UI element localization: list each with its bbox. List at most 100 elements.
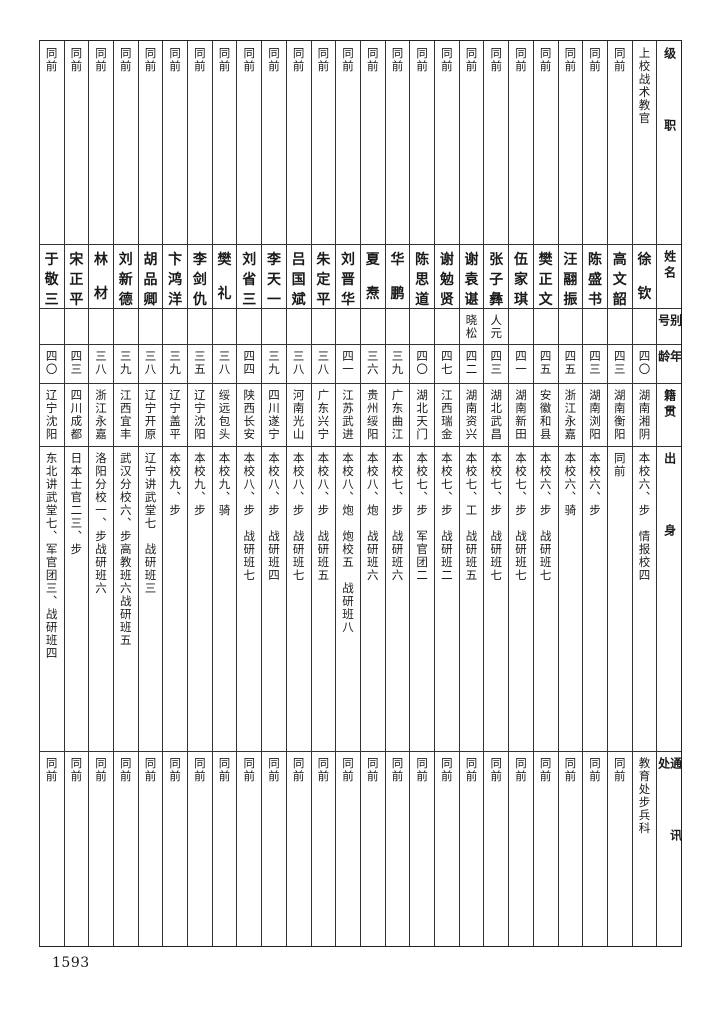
rank-text: 同前 xyxy=(563,47,578,73)
age-cell: 四三 xyxy=(65,350,89,381)
native-text: 辽宁开原 xyxy=(143,389,158,441)
age-text: 四一 xyxy=(341,350,356,376)
contact-text: 同前 xyxy=(143,757,158,783)
origin-text: 日本士官二三、步 xyxy=(69,452,84,556)
native-cell: 四川成都 xyxy=(65,389,89,444)
contact-cell: 同前 xyxy=(139,757,163,944)
native-cell: 河南光山 xyxy=(287,389,311,444)
contact-text: 同前 xyxy=(168,757,183,783)
origin-text: 本校七、步 战研班七 xyxy=(489,452,504,582)
origin-text: 本校九、步 xyxy=(192,452,207,517)
origin-cell: 本校九、步 xyxy=(163,452,187,749)
native-cell: 湖南新田 xyxy=(509,389,533,444)
contact-text: 同前 xyxy=(464,757,479,783)
native-cell: 湖南湘阴 xyxy=(633,389,657,444)
age-text: 四〇 xyxy=(415,350,430,376)
contact-cell: 同前 xyxy=(163,757,187,944)
rank-cell: 同前 xyxy=(287,47,311,242)
rank-cell: 同前 xyxy=(65,47,89,242)
contact-text: 通讯处 xyxy=(656,757,683,901)
name-cell: 夏焘 xyxy=(365,252,380,302)
name-cell: 樊正文 xyxy=(538,252,553,308)
origin-cell: 本校八、炮 战研班六 xyxy=(361,452,385,749)
rank-cell: 同前 xyxy=(460,47,484,242)
rank-text: 同前 xyxy=(291,47,306,73)
age-text: 四三 xyxy=(489,350,504,376)
rank-cell: 同前 xyxy=(534,47,558,242)
origin-cell: 本校七、步 战研班七 xyxy=(484,452,508,749)
native-text: 湖北天门 xyxy=(415,389,430,441)
rank-cell: 同前 xyxy=(559,47,583,242)
origin-cell: 本校七、步 战研班七 xyxy=(509,452,533,749)
contact-cell: 同前 xyxy=(114,757,138,944)
table-row: 同前刘省三四四 陕西长安 本校八、步 战研班七 同前 xyxy=(236,41,261,946)
rank-text: 同前 xyxy=(143,47,158,73)
rank-text: 同前 xyxy=(489,47,504,73)
origin-text: 本校八、步 战研班五 xyxy=(316,452,331,582)
rank-text: 上校战术教官 xyxy=(637,47,652,125)
origin-text: 本校八、步 战研班七 xyxy=(242,452,257,582)
origin-text: 辽宁讲武堂七 战研班三 xyxy=(143,452,158,595)
origin-cell: 同前 xyxy=(608,452,632,749)
rank-cell: 级职 xyxy=(657,47,682,242)
native-text: 湖南浏阳 xyxy=(588,389,603,441)
name-cell: 林材 xyxy=(94,252,109,302)
age-text: 三八 xyxy=(217,350,232,376)
table-row: 上校战术教官徐钦四〇 湖南湘阴 本校六、步 情报校四 教育处步兵科 xyxy=(631,41,657,946)
alias-text: 晓松 xyxy=(464,314,479,340)
table-row: 同前刘晋华四一 江苏武进 本校八、炮 炮校五 战研班八 同前 xyxy=(335,41,360,946)
age-text: 三九 xyxy=(168,350,183,376)
alias-cell: 晓松 xyxy=(460,314,484,342)
contact-text: 同前 xyxy=(94,757,109,783)
name-cell: 徐钦 xyxy=(637,252,652,302)
name-cell: 姓名 xyxy=(657,250,682,306)
table-row: 同前高文韶四三 湖南衡阳 同前 同前 xyxy=(606,41,632,946)
contact-cell: 同前 xyxy=(89,757,113,944)
personnel-table: 级职 姓名 别号 年龄 籍贯 出身 通讯处 上校战术教官徐钦四〇 湖南湘阴 本校六、步 情报校四教… xyxy=(38,40,683,947)
name-cell: 陈盛书 xyxy=(588,252,603,308)
rank-text: 同前 xyxy=(118,47,133,73)
contact-text: 同前 xyxy=(612,757,627,783)
native-text: 江西瑞金 xyxy=(439,389,454,441)
contact-cell: 同前 xyxy=(237,757,261,944)
rank-cell: 同前 xyxy=(40,47,64,242)
rank-cell: 同前 xyxy=(435,47,459,242)
alias-text: 人元 xyxy=(489,314,504,340)
origin-cell: 本校八、炮 炮校五 战研班八 xyxy=(336,452,360,749)
contact-cell: 同前 xyxy=(336,757,360,944)
origin-cell: 本校八、步 战研班七 xyxy=(237,452,261,749)
name-cell: 宋正平 xyxy=(69,252,84,308)
age-cell: 三五 xyxy=(188,350,212,381)
origin-text: 本校八、炮 战研班六 xyxy=(365,452,380,582)
contact-cell: 同前 xyxy=(410,757,434,944)
contact-cell: 教育处步兵科 xyxy=(633,757,657,944)
contact-text: 同前 xyxy=(44,757,59,783)
contact-cell: 同前 xyxy=(386,757,410,944)
origin-text: 武汉分校六、步高教班六战研班五 xyxy=(118,452,133,647)
age-cell: 三八 xyxy=(213,350,237,381)
native-cell: 江西宜丰 xyxy=(114,389,138,444)
native-text: 湖南新田 xyxy=(513,389,528,441)
age-cell: 年龄 xyxy=(657,350,683,381)
rank-text: 同前 xyxy=(390,47,405,73)
native-cell: 江苏武进 xyxy=(336,389,360,444)
age-cell: 四一 xyxy=(509,350,533,381)
age-cell: 三八 xyxy=(89,350,113,381)
name-text: 姓名 xyxy=(662,250,677,282)
contact-cell: 同前 xyxy=(188,757,212,944)
name-cell: 于敬三 xyxy=(44,252,59,308)
contact-cell: 同前 xyxy=(484,757,508,944)
rank-text: 同前 xyxy=(192,47,207,73)
table-row: 同前宋正平四三 四川成都 日本士官二三、步 同前 xyxy=(63,41,89,946)
age-text: 三六 xyxy=(365,350,380,376)
rank-cell: 同前 xyxy=(361,47,385,242)
origin-text: 洛阳分校一、步战研班六 xyxy=(94,452,109,595)
origin-text: 出身 xyxy=(662,452,677,596)
name-cell: 朱定平 xyxy=(316,252,331,308)
alias-cell: 人元 xyxy=(484,314,508,342)
name-cell: 刘晋华 xyxy=(341,252,356,308)
origin-text: 本校八、步 战研班四 xyxy=(266,452,281,582)
origin-cell: 辽宁讲武堂七 战研班三 xyxy=(139,452,163,749)
rank-text: 同前 xyxy=(341,47,356,73)
table-row: 同前吕国斌三八 河南光山 本校八、步 战研班七 同前 xyxy=(285,41,311,946)
